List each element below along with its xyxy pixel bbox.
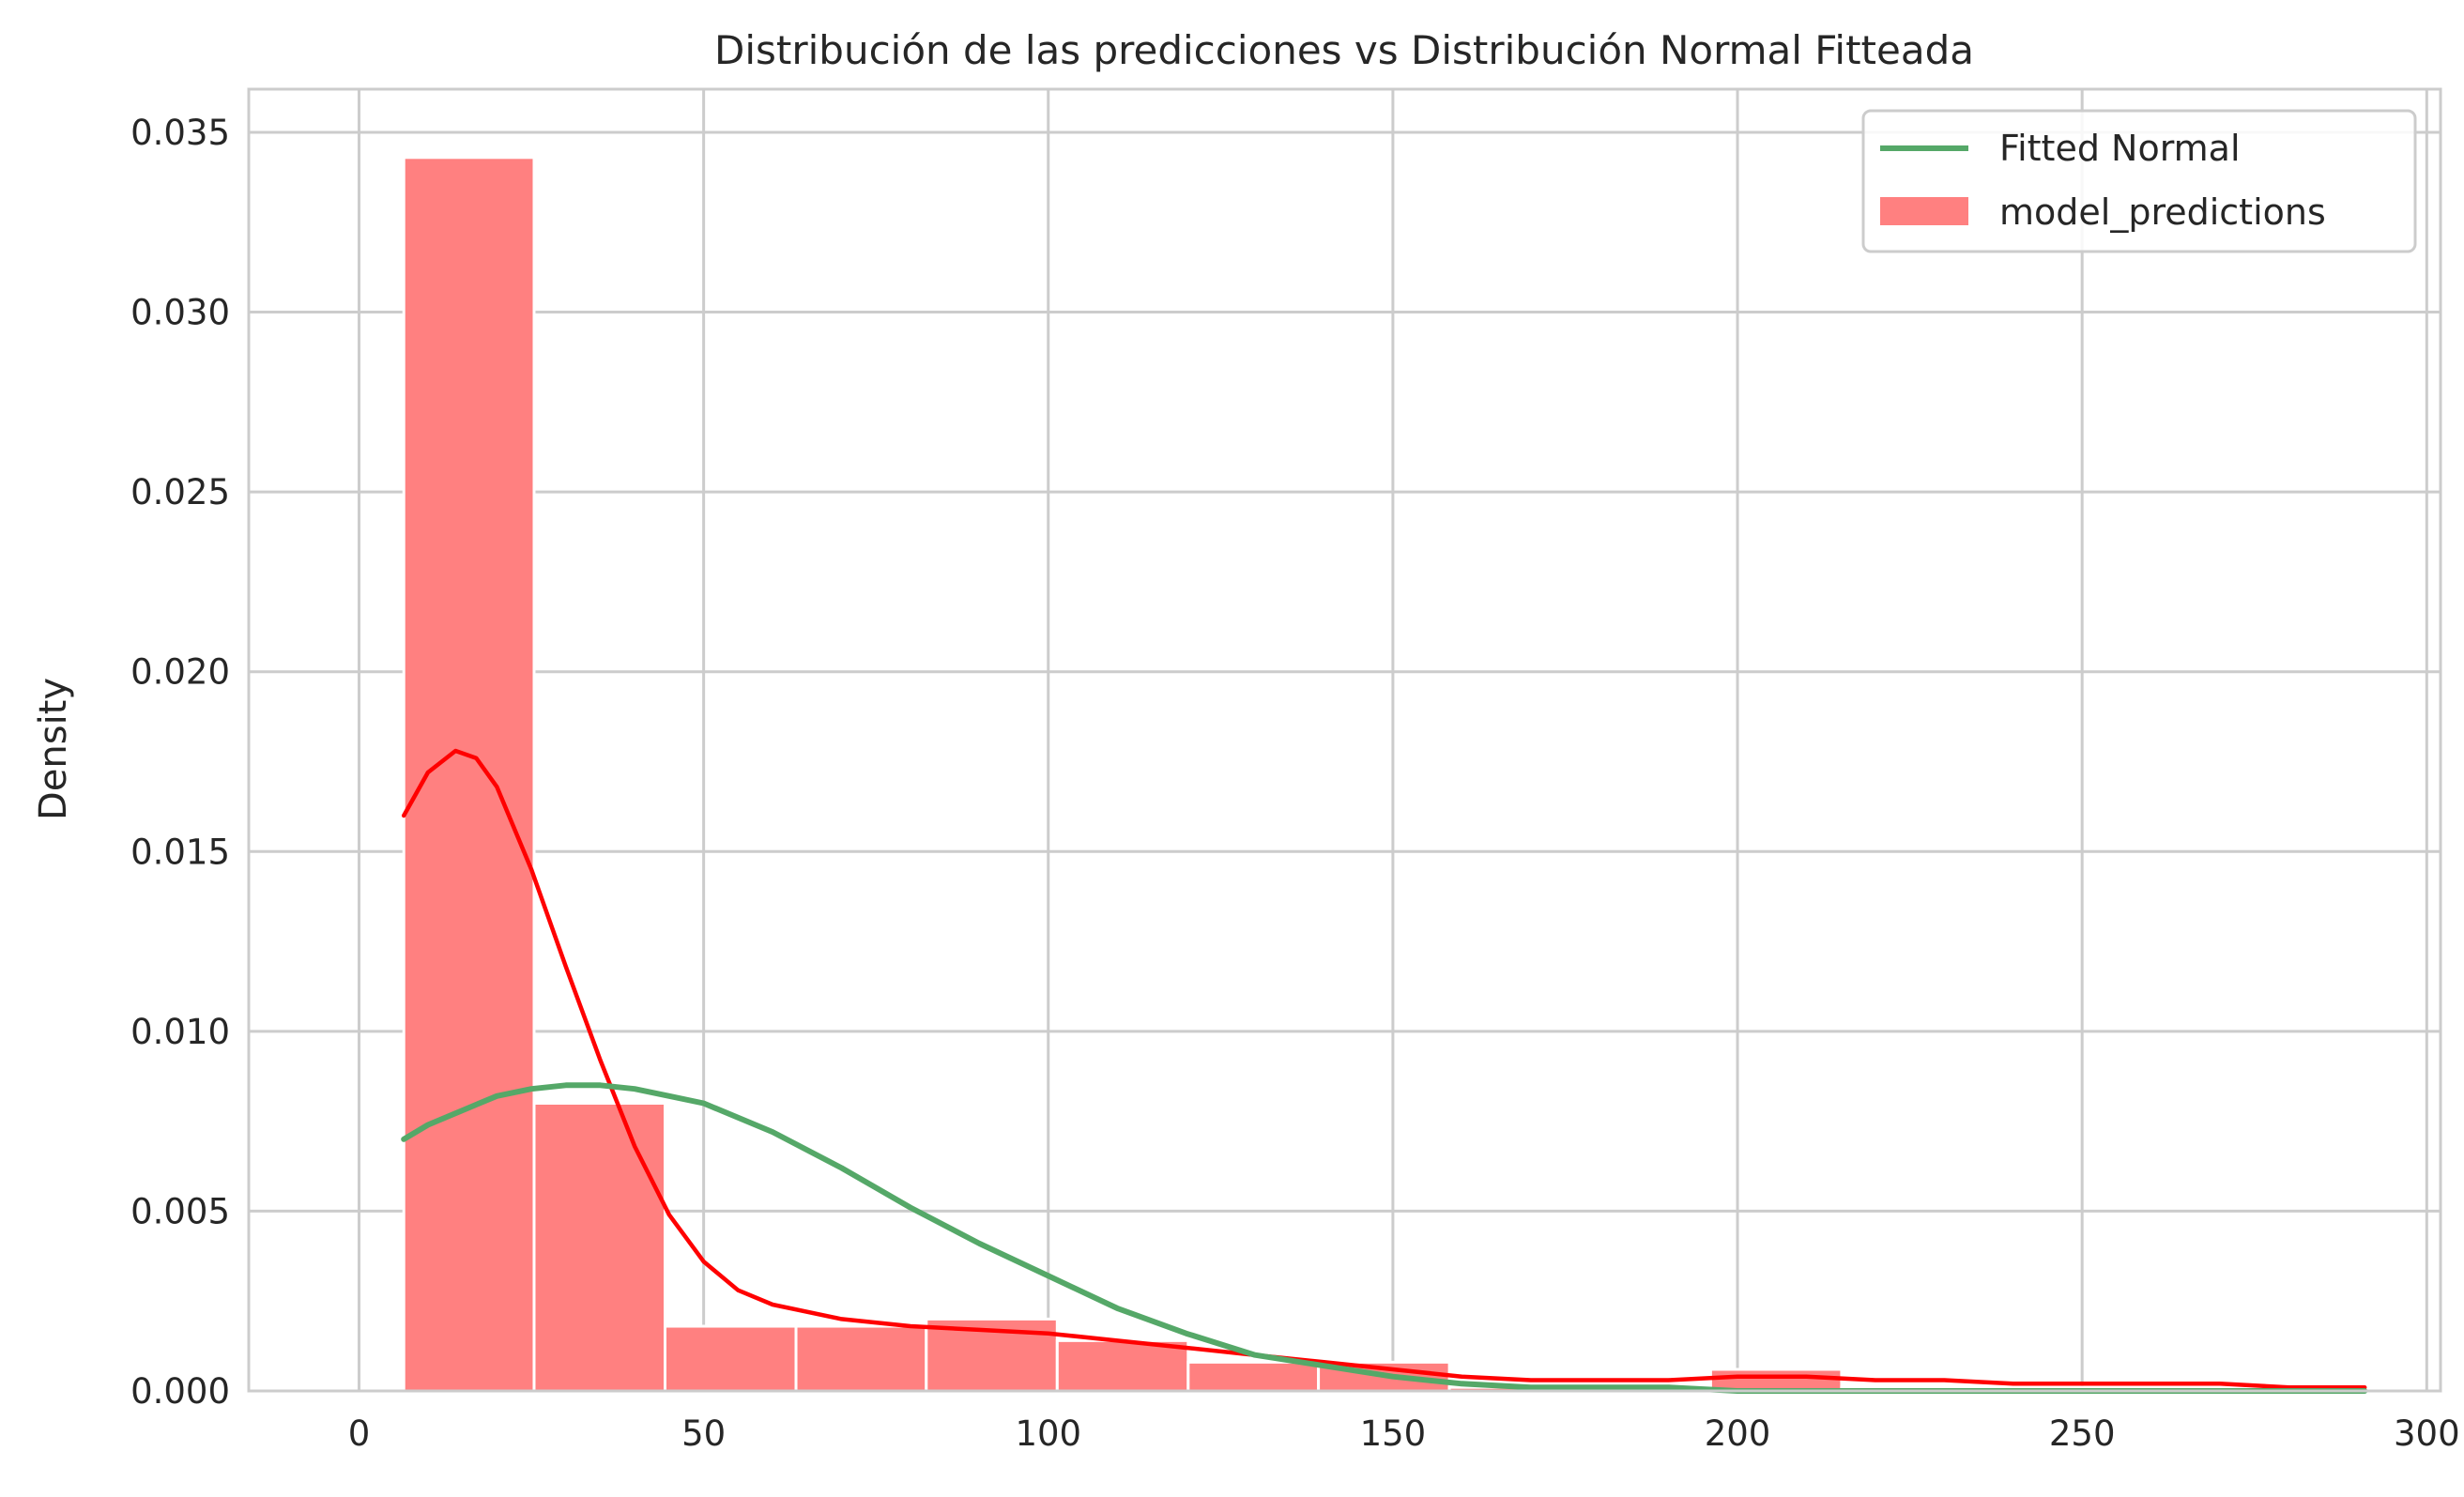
x-tick-label: 250 [2049, 1413, 2116, 1454]
x-tick-label: 0 [348, 1413, 371, 1454]
legend-histogram-swatch [1880, 197, 1968, 225]
legend-box [1861, 109, 2417, 253]
y-tick-label: 0.010 [130, 1012, 230, 1052]
chart-title: Distribución de las predicciones vs Dist… [714, 27, 1974, 73]
legend-normal-label: Fitted Normal [1999, 128, 2241, 169]
y-tick-label: 0.000 [130, 1371, 230, 1412]
legend-histogram-label: model_predictions [1999, 191, 2326, 233]
kde-line [401, 748, 2367, 1390]
histogram-bar [402, 156, 536, 1393]
y-axis-label: Density [32, 678, 75, 820]
x-tick-label: 200 [1705, 1413, 1771, 1454]
y-tick-label: 0.035 [130, 113, 230, 153]
histogram-bar [1708, 1367, 1844, 1393]
y-tick-label: 0.025 [130, 472, 230, 512]
x-tick-label: 150 [1360, 1413, 1427, 1454]
histogram-bar [1055, 1338, 1190, 1393]
plot-frame [247, 87, 2442, 1393]
tick-layer: 0 50 100 150 200 250 300 0.000 0.005 0.010 0.015 0.… [130, 113, 2460, 1454]
bar-layer [402, 156, 2366, 1393]
x-tick-label: 100 [1015, 1413, 1081, 1454]
histogram-bar [794, 1324, 928, 1393]
y-tick-label: 0.030 [130, 293, 230, 333]
histogram-bar [1186, 1360, 1321, 1393]
y-tick-label: 0.015 [130, 832, 230, 872]
x-tick-label: 300 [2394, 1413, 2460, 1454]
legend: Fitted Normal model_predictions [1861, 109, 2417, 253]
histogram-bar [664, 1324, 798, 1393]
y-tick-label: 0.020 [130, 652, 230, 693]
histogram-bar [532, 1101, 667, 1393]
x-tick-label: 50 [681, 1413, 726, 1454]
y-tick-label: 0.005 [130, 1191, 230, 1231]
